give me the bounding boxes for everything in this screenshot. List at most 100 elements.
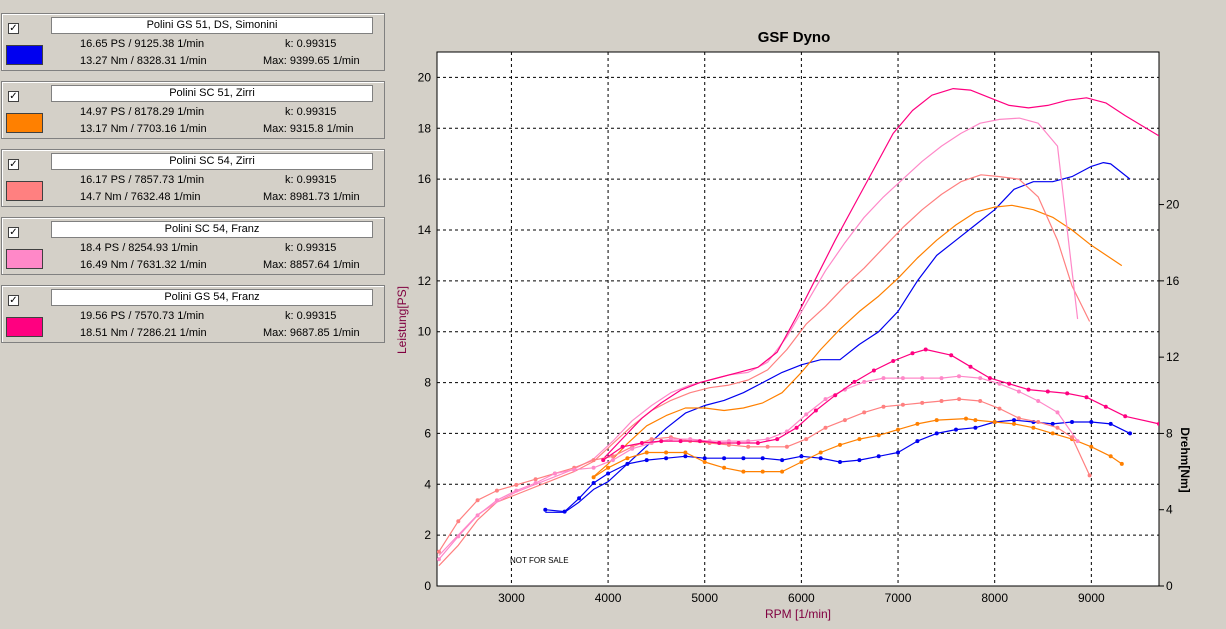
series-checkbox[interactable]: ✓ (8, 295, 19, 306)
torque-point (683, 454, 688, 459)
torque-point (842, 418, 847, 423)
series-color-swatch[interactable] (6, 45, 43, 65)
torque-point (533, 477, 538, 482)
torque-point (1036, 399, 1041, 403)
series-color-swatch[interactable] (6, 181, 43, 201)
torque-point (736, 441, 741, 445)
torque-point (818, 456, 823, 461)
torque-point (896, 450, 900, 455)
torque-point (891, 359, 896, 363)
torque-point (1016, 389, 1021, 394)
y-tick-label: 16 (418, 172, 432, 186)
power-peak: 16.17 PS / 7857.73 1/min (80, 174, 205, 186)
series-name-field[interactable]: Polini GS 54, Franz (51, 289, 373, 306)
axis-ticks: 3000 4000 5000 6000 7000 8000 9000 0 2 4 6 8 10 12 14 1… (418, 70, 1180, 605)
torque-point (664, 450, 669, 455)
torque-point (939, 399, 944, 403)
y-tick-label: 2 (424, 528, 431, 542)
torque-point (784, 444, 789, 449)
series-name-field[interactable]: Polini SC 54, Zirri (51, 153, 373, 170)
torque-point (456, 534, 461, 539)
torque-point (644, 458, 649, 463)
torque-point (978, 376, 983, 381)
torque-point (722, 456, 727, 461)
torque-point (823, 425, 828, 430)
torque-point (702, 460, 707, 464)
torque-point (760, 469, 765, 474)
x-tick-label: 6000 (788, 591, 815, 605)
series-name-field[interactable]: Polini GS 51, DS, Simonini (51, 17, 373, 34)
torque-point (514, 482, 519, 487)
legend-panel: ✓ Polini GS 54, Franz 19.56 PS / 7570.73… (1, 285, 385, 343)
max-rpm: Max: 9315.8 1/min (263, 123, 354, 135)
k-factor: k: 0.99315 (285, 242, 337, 254)
torque-point (644, 450, 649, 455)
torque-point (978, 399, 983, 403)
torque-point (973, 425, 978, 430)
max-rpm: Max: 8857.64 1/min (263, 259, 360, 271)
torque-point (1050, 421, 1055, 426)
torque-point (620, 444, 625, 449)
torque-point (957, 397, 962, 402)
power-peak: 16.65 PS / 9125.38 1/min (80, 38, 205, 50)
torque-point (625, 461, 630, 466)
y-tick-label: 12 (418, 274, 432, 288)
series-checkbox[interactable]: ✓ (8, 227, 19, 238)
y-tick-label: 0 (424, 579, 431, 593)
torque-point (437, 557, 441, 562)
torque-curve (593, 418, 1123, 478)
y2-axis-label: Drehm[Nm] (1178, 427, 1192, 492)
max-rpm: Max: 9687.85 1/min (263, 327, 360, 339)
y2-tick-label: 12 (1166, 350, 1180, 364)
torque-point (915, 439, 920, 444)
torque-point (1012, 418, 1016, 423)
torque-point (823, 397, 828, 402)
torque-point (437, 549, 441, 554)
torque-point (552, 471, 557, 476)
series-color-swatch[interactable] (6, 317, 43, 337)
torque-point (1012, 421, 1016, 426)
torque-point (610, 458, 615, 463)
torque-peak: 13.17 Nm / 7703.16 1/min (80, 123, 207, 135)
torque-peak: 16.49 Nm / 7631.32 1/min (80, 259, 207, 271)
torque-point (804, 437, 809, 442)
series-name-field[interactable]: Polini SC 51, Zirri (51, 85, 373, 102)
series-checkbox[interactable]: ✓ (8, 91, 19, 102)
torque-point (639, 441, 644, 445)
torque-point (494, 488, 499, 493)
torque-point (610, 454, 615, 459)
torque-point (1128, 431, 1132, 436)
y-tick-label: 4 (424, 477, 431, 491)
torque-point (726, 442, 731, 447)
grid-lines (437, 52, 1159, 586)
torque-point (760, 456, 765, 461)
torque-point (934, 418, 939, 423)
torque-point (964, 416, 968, 421)
torque-point (552, 471, 557, 476)
torque-point (475, 498, 480, 503)
torque-point (1065, 391, 1070, 396)
torque-point (1007, 381, 1012, 386)
x-tick-label: 9000 (1078, 591, 1105, 605)
torque-point (664, 456, 669, 461)
torque-point (968, 364, 973, 369)
x-axis-label: RPM [1/min] (765, 607, 831, 621)
series-name-field[interactable]: Polini SC 54, Franz (51, 221, 373, 238)
torque-point (659, 439, 664, 444)
torque-point (707, 439, 712, 444)
torque-point (707, 441, 712, 445)
y-tick-label: 10 (418, 325, 432, 339)
series-checkbox[interactable]: ✓ (8, 23, 19, 34)
torque-point (838, 442, 842, 447)
torque-point (794, 425, 799, 430)
series-color-swatch[interactable] (6, 249, 43, 269)
torque-point (876, 454, 881, 459)
series-checkbox[interactable]: ✓ (8, 159, 19, 170)
series-color-swatch[interactable] (6, 113, 43, 133)
torque-point (1050, 431, 1055, 436)
torque-point (649, 441, 654, 445)
torque-curve (545, 419, 1131, 513)
torque-point (630, 444, 635, 449)
torque-point (900, 376, 905, 381)
legend-panel: ✓ Polini SC 54, Franz 18.4 PS / 8254.93 … (1, 217, 385, 275)
